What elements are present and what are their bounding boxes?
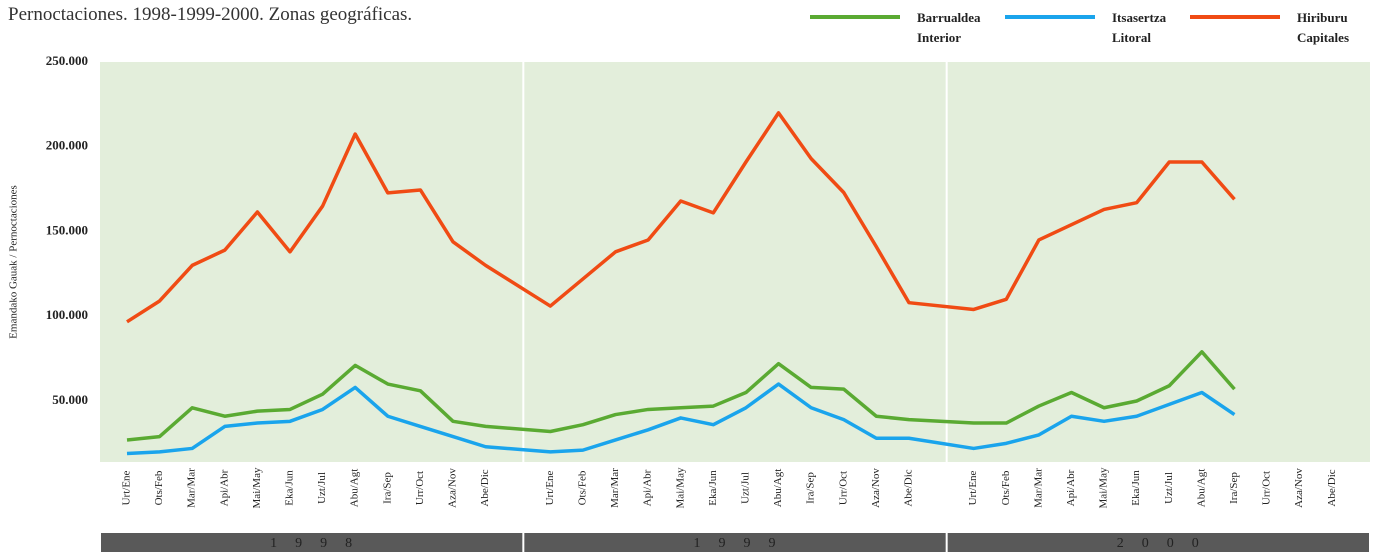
- x-tick-label: Mai/May: [1098, 467, 1110, 508]
- year-band: [524, 533, 946, 552]
- x-tick-label: Ira/Sep: [805, 472, 817, 504]
- series-line: [126, 382, 1236, 456]
- year-label: 1998: [270, 536, 370, 551]
- x-tick-label: Mai/May: [251, 467, 263, 508]
- x-tick-label: Mar/Mar: [609, 468, 621, 508]
- year-band: [947, 533, 1369, 552]
- x-tick-label: Mar/Mar: [186, 468, 198, 508]
- x-tick-label: Mai/May: [674, 467, 686, 508]
- x-tick-label: Api/Abr: [642, 469, 654, 506]
- legend-label: Barrualdea Interior: [917, 10, 981, 45]
- legend-label: Hiriburu Capitales: [1297, 10, 1349, 45]
- x-tick-label: Ira/Sep: [381, 472, 393, 504]
- x-tick-label: Ots/Feb: [153, 470, 165, 505]
- x-tick-label: Urr/Oct: [414, 471, 426, 505]
- y-axis-label: Emandako Gauak / Pernoctaciones: [8, 185, 20, 339]
- chart-title: Pernoctaciones. 1998-1999-2000. Zonas ge…: [8, 4, 413, 25]
- y-tick-label: 150.000: [46, 222, 88, 237]
- x-tick-label: Api/Abr: [1065, 469, 1077, 506]
- x-tick-label: Uzt/Jul: [739, 472, 751, 504]
- x-tick-label: Ots/Feb: [1000, 470, 1012, 505]
- x-tick-label: Uzt/Jul: [1163, 472, 1175, 504]
- y-tick-label: 200.000: [46, 138, 88, 153]
- x-tick-label: Aza/Nov: [1293, 468, 1305, 508]
- x-tick-label: Eka/Jun: [707, 470, 719, 506]
- year-label: 1999: [693, 536, 793, 551]
- x-tick-label: Abu/Agt: [772, 469, 784, 508]
- x-tick-label: Eka/Jun: [284, 470, 296, 506]
- x-tick-label: Aza/Nov: [870, 468, 882, 508]
- x-tick-label: Uzt/Jul: [316, 472, 328, 504]
- x-tick-label: Abe/Dic: [479, 469, 491, 506]
- x-tick-label: Abu/Agt: [349, 469, 361, 508]
- x-tick-label: Ira/Sep: [1228, 472, 1240, 504]
- x-tick-label: Api/Abr: [218, 469, 230, 506]
- x-tick-label: Urr/Oct: [1261, 471, 1273, 505]
- x-tick-label: Aza/Nov: [447, 468, 459, 508]
- year-label: 2000: [1117, 536, 1217, 551]
- y-tick-label: 100.000: [46, 307, 88, 322]
- y-tick-label: 250.000: [46, 53, 88, 68]
- x-tick-label: Mar/Mar: [1032, 468, 1044, 508]
- x-tick-label: Abe/Dic: [1326, 469, 1338, 506]
- series-line: [126, 111, 1236, 324]
- x-tick-label: Abe/Dic: [902, 469, 914, 506]
- x-tick-label: Urr/Oct: [837, 471, 849, 505]
- x-tick-label: Ots/Feb: [576, 470, 588, 505]
- legend-label: Itsasertza Litoral: [1112, 10, 1167, 45]
- x-tick-label: Urt/Ene: [967, 470, 979, 505]
- year-band: [101, 533, 523, 552]
- x-tick-label: Urt/Ene: [121, 470, 133, 505]
- x-tick-label: Abu/Agt: [1195, 469, 1207, 508]
- x-tick-label: Eka/Jun: [1130, 470, 1142, 506]
- series-line: [126, 350, 1236, 442]
- y-tick-label: 50.000: [52, 392, 88, 407]
- x-tick-label: Urt/Ene: [544, 470, 556, 505]
